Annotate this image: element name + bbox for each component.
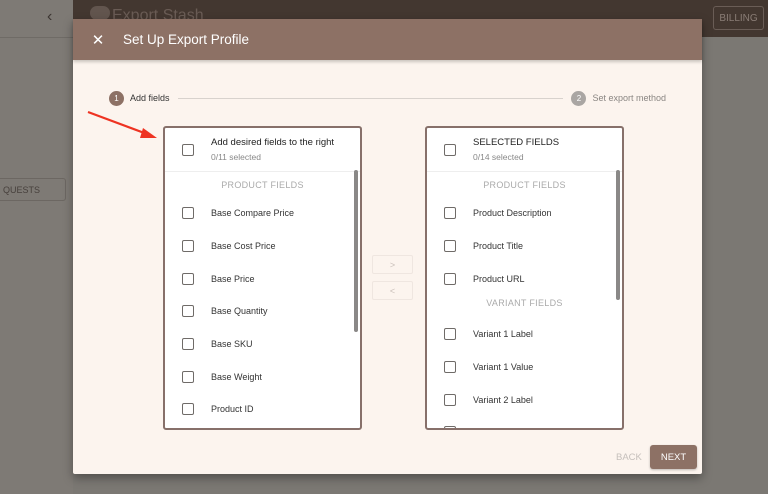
section-header: PRODUCT FIELDS	[221, 180, 304, 190]
list-item[interactable]: Base Weight	[165, 360, 360, 393]
panel-header: Add desired fields to the right 0/11 sel…	[165, 128, 360, 172]
back-chevron-icon[interactable]: ‹	[47, 8, 53, 25]
checkbox[interactable]	[444, 272, 456, 285]
stepper: 1 Add fields 2 Set export method	[109, 90, 666, 106]
select-all-checkbox[interactable]	[182, 143, 194, 156]
step-number: 1	[109, 90, 124, 106]
item-label: Product Title	[473, 241, 524, 252]
list-item[interactable]: Variant 1 Value	[427, 351, 622, 384]
checkbox[interactable]	[182, 240, 194, 253]
checkbox[interactable]	[182, 305, 194, 318]
item-label: Base Quantity	[211, 306, 268, 317]
field-list: PRODUCT FIELDS Product Description Produ…	[427, 170, 622, 428]
next-button[interactable]: NEXT	[650, 445, 697, 469]
checkbox[interactable]	[182, 272, 194, 285]
list-item[interactable]: Base Quantity	[165, 295, 360, 328]
item-label: Product ID	[211, 404, 254, 415]
divider	[0, 37, 73, 38]
close-icon[interactable]: ✕	[91, 31, 105, 49]
scrollbar[interactable]	[354, 170, 358, 332]
export-profile-dialog: ✕ Set Up Export Profile 1 Add fields 2 S…	[73, 19, 702, 474]
panel-header: SELECTED FIELDS 0/14 selected	[427, 128, 622, 172]
list-item[interactable]: Variant 2 Label	[427, 383, 622, 416]
selected-count: 0/11 selected	[211, 152, 261, 162]
billing-button[interactable]: BILLING	[713, 6, 764, 30]
list-item[interactable]: Product URL	[427, 262, 622, 295]
panel-title: Add desired fields to the right	[211, 137, 335, 148]
checkbox[interactable]	[182, 370, 194, 383]
checkbox[interactable]	[444, 328, 456, 341]
requests-button[interactable]: QUESTS	[0, 178, 66, 201]
checkbox[interactable]	[182, 207, 194, 220]
step-add-fields[interactable]: 1 Add fields	[109, 90, 170, 106]
sidebar-backdrop	[0, 0, 73, 494]
section-header: PRODUCT FIELDS	[483, 180, 566, 190]
available-fields-panel: Add desired fields to the right 0/11 sel…	[163, 126, 362, 430]
item-label: Product Description	[473, 208, 552, 219]
selected-fields-panel: SELECTED FIELDS 0/14 selected PRODUCT FI…	[425, 126, 624, 430]
checkbox[interactable]	[444, 240, 456, 253]
select-all-checkbox[interactable]	[444, 143, 456, 156]
checkbox[interactable]	[182, 338, 194, 351]
item-label: Variant 1 Label	[473, 329, 533, 340]
section-header: VARIANT FIELDS	[486, 298, 563, 309]
list-item[interactable]: Variant 1 Label	[427, 318, 622, 351]
item-label: Product URL	[473, 273, 525, 284]
item-label: Base Compare Price	[211, 208, 295, 219]
dialog-header: ✕ Set Up Export Profile	[73, 19, 702, 60]
list-item[interactable]: Base Price	[165, 262, 360, 295]
checkbox[interactable]	[444, 393, 456, 406]
item-label: Variant 2 Label	[473, 394, 533, 405]
step-set-export-method[interactable]: 2 Set export method	[571, 90, 666, 106]
checkbox[interactable]	[444, 207, 456, 220]
checkbox[interactable]	[444, 361, 456, 374]
item-label: Base SKU	[211, 339, 253, 350]
step-number: 2	[571, 90, 587, 106]
list-item[interactable]: Base Cost Price	[165, 230, 360, 263]
step-label: Set export method	[592, 93, 666, 103]
item-label: Variant 1 Value	[473, 362, 534, 373]
item-label: Base Price	[211, 273, 255, 284]
back-button[interactable]: BACK	[616, 452, 642, 463]
list-item[interactable]: Base SKU	[165, 328, 360, 361]
item-label: Base Cost Price	[211, 241, 276, 252]
checkbox[interactable]	[182, 403, 194, 416]
step-label: Add fields	[130, 93, 170, 103]
dialog-title: Set Up Export Profile	[123, 32, 250, 47]
scrollbar[interactable]	[616, 170, 620, 300]
cloud-logo-icon	[90, 6, 110, 20]
step-connector	[177, 97, 564, 99]
selected-count: 0/14 selected	[473, 152, 524, 162]
item-label: Base Weight	[211, 371, 262, 382]
list-item[interactable]: Product Title	[427, 230, 622, 263]
list-item[interactable]: Product Description	[427, 197, 622, 230]
field-list: PRODUCT FIELDS Base Compare Price Base C…	[165, 170, 360, 426]
checkbox[interactable]	[444, 426, 456, 428]
move-right-button[interactable]: >	[372, 255, 413, 274]
list-item[interactable]: Product ID	[165, 393, 360, 426]
panel-title: SELECTED FIELDS	[473, 137, 560, 148]
list-item[interactable]	[427, 416, 622, 428]
move-left-button[interactable]: <	[372, 281, 413, 300]
list-item[interactable]: Base Compare Price	[165, 197, 360, 230]
